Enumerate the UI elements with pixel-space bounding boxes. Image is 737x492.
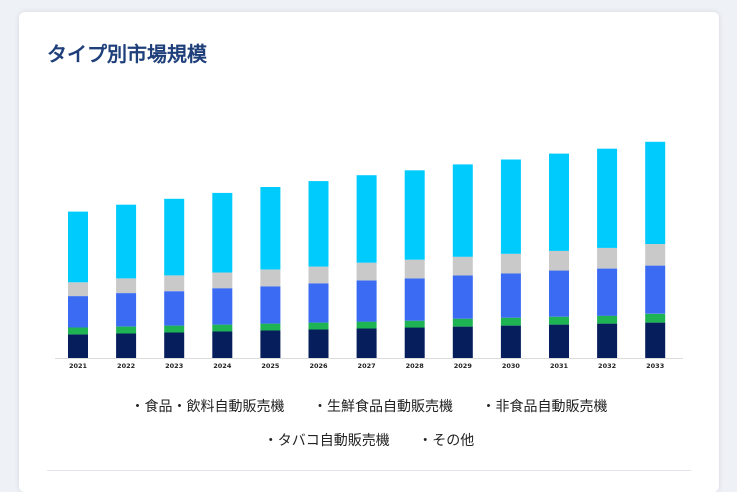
bar-segment-other-2022[interactable] [116, 204, 137, 279]
stacked-bar-chart: 2021 2022 2023 2024 2025 2026 2027 2028 2029 2030… [55, 141, 683, 370]
x-tick-label: 2024 [213, 362, 232, 370]
bar-segment-food-2026[interactable] [308, 329, 329, 359]
bar-segment-nonfood-2032[interactable] [597, 268, 618, 316]
chart-card: タイプ別市場規模 2021 2022 2023 2024 2025 2026 2027 202… [19, 12, 719, 492]
chart-title: タイプ別市場規模 [47, 42, 207, 66]
bar-segment-nonfood-2029[interactable] [452, 275, 473, 319]
legend-item-tobacco[interactable]: ・タバコ自動販売機 [263, 433, 390, 449]
bar-segment-nonfood-2024[interactable] [212, 288, 233, 325]
legend-label: その他 [432, 433, 475, 449]
x-tick-label: 2031 [550, 362, 569, 370]
bar-segment-nonfood-2022[interactable] [116, 293, 137, 327]
bar-segment-other-2024[interactable] [212, 192, 233, 273]
bar-segment-other-2027[interactable] [356, 175, 377, 263]
bar-segment-food-2021[interactable] [68, 334, 88, 358]
bar-segment-fresh-2028[interactable] [404, 320, 425, 328]
bar-segment-tobacco-2029[interactable] [452, 256, 473, 276]
bar-segment-food-2031[interactable] [549, 324, 569, 358]
legend-label: 生鮮食品自動販売機 [327, 399, 453, 415]
bar-segment-nonfood-2030[interactable] [500, 273, 521, 318]
bar-segment-tobacco-2030[interactable] [500, 253, 521, 274]
bar-segment-tobacco-2032[interactable] [597, 247, 618, 269]
chart-legend: ・食品・飲料自動販売機 ・生鮮食品自動販売機 ・非食品自動販売機 ・タバコ自動販… [49, 390, 689, 458]
x-tick-label: 2021 [69, 362, 88, 370]
bar-segment-fresh-2027[interactable] [356, 321, 377, 329]
bar-segment-food-2027[interactable] [356, 328, 377, 359]
bar-segment-nonfood-2027[interactable] [356, 280, 377, 322]
legend-item-other[interactable]: ・その他 [418, 433, 475, 449]
x-tick-label: 2032 [598, 362, 616, 370]
bar-segment-tobacco-2027[interactable] [356, 262, 377, 281]
bar-segment-fresh-2030[interactable] [500, 317, 521, 326]
legend-label: 食品・飲料自動販売機 [144, 399, 285, 415]
x-tick-label: 2023 [165, 362, 183, 370]
bar-segment-fresh-2029[interactable] [452, 318, 473, 327]
bar-segment-other-2023[interactable] [164, 198, 185, 276]
bar-segment-tobacco-2022[interactable] [116, 278, 137, 294]
bar-segment-fresh-2021[interactable] [68, 327, 88, 335]
bar-segment-nonfood-2028[interactable] [404, 278, 425, 321]
bar-segment-tobacco-2031[interactable] [549, 250, 569, 271]
legend-item-nonfood[interactable]: ・非食品自動販売機 [481, 399, 608, 415]
bar-segment-tobacco-2026[interactable] [308, 266, 329, 284]
x-tick-label: 2028 [406, 362, 425, 370]
bar-segment-other-2026[interactable] [308, 181, 329, 267]
bar-segment-tobacco-2024[interactable] [212, 272, 233, 289]
divider [47, 470, 691, 471]
bar-segment-other-2025[interactable] [260, 187, 281, 270]
bar-segment-nonfood-2021[interactable] [68, 296, 88, 328]
bar-segment-other-2032[interactable] [597, 148, 618, 248]
bar-segment-food-2025[interactable] [260, 330, 281, 359]
bar-segment-food-2030[interactable] [500, 325, 521, 358]
bar-segment-tobacco-2025[interactable] [260, 269, 281, 287]
bar-segment-fresh-2024[interactable] [212, 324, 233, 332]
bar-segment-nonfood-2033[interactable] [645, 265, 666, 314]
bar-segment-other-2030[interactable] [500, 159, 521, 254]
bar-segment-fresh-2026[interactable] [308, 322, 329, 330]
bar-segment-fresh-2025[interactable] [260, 323, 281, 331]
bar-segment-food-2022[interactable] [116, 333, 137, 358]
bar-segment-fresh-2033[interactable] [645, 313, 666, 323]
bar-segment-nonfood-2026[interactable] [308, 283, 329, 323]
bar-segment-tobacco-2023[interactable] [164, 275, 185, 292]
bar-segment-other-2031[interactable] [549, 153, 569, 251]
x-tick-label: 2033 [646, 362, 664, 370]
bar-segment-other-2033[interactable] [645, 141, 666, 244]
bar-segment-fresh-2031[interactable] [549, 316, 569, 325]
bar-segment-fresh-2023[interactable] [164, 325, 185, 333]
x-tick-label: 2025 [261, 362, 280, 370]
x-tick-label: 2022 [117, 362, 135, 370]
bar-segment-tobacco-2028[interactable] [404, 259, 425, 279]
x-tick-label: 2030 [502, 362, 521, 370]
bar-segment-nonfood-2025[interactable] [260, 286, 281, 324]
bar-segment-other-2029[interactable] [452, 164, 473, 257]
bar-segment-fresh-2032[interactable] [597, 315, 618, 324]
bar-segment-nonfood-2023[interactable] [164, 291, 185, 326]
bar-segment-tobacco-2033[interactable] [645, 244, 666, 266]
bar-segment-nonfood-2031[interactable] [549, 270, 569, 317]
bar-segment-food-2024[interactable] [212, 331, 233, 359]
bar-segment-fresh-2022[interactable] [116, 326, 137, 334]
bar-segment-food-2023[interactable] [164, 332, 185, 359]
bar-segment-food-2032[interactable] [597, 323, 618, 358]
legend-label: 非食品自動販売機 [495, 399, 608, 415]
bar-segment-food-2028[interactable] [404, 327, 425, 359]
bar-segment-food-2029[interactable] [452, 326, 473, 358]
bar-segment-other-2028[interactable] [404, 170, 425, 260]
x-tick-label: 2026 [309, 362, 328, 370]
x-tick-label: 2029 [454, 362, 473, 370]
x-tick-label: 2027 [358, 362, 376, 370]
legend-item-fresh[interactable]: ・生鮮食品自動販売機 [313, 399, 453, 415]
bar-segment-tobacco-2021[interactable] [68, 282, 88, 297]
legend-item-food[interactable]: ・食品・飲料自動販売機 [130, 399, 285, 415]
bar-segment-food-2033[interactable] [645, 322, 666, 358]
bar-segment-other-2021[interactable] [68, 211, 88, 283]
legend-label: タバコ自動販売機 [277, 433, 390, 449]
